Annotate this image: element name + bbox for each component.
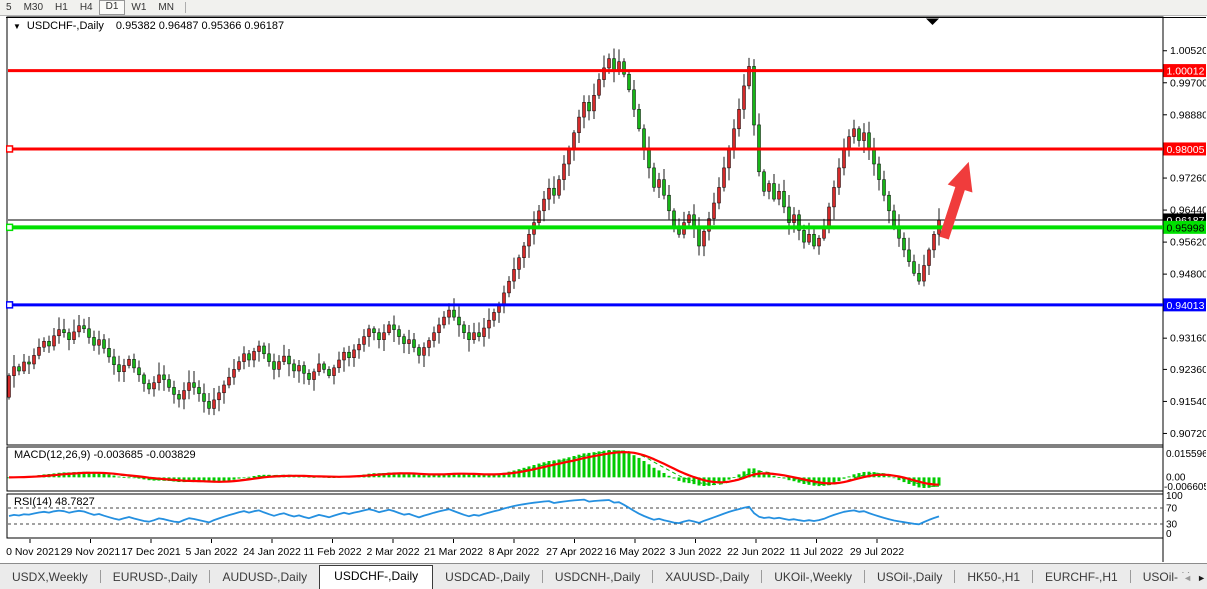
timeframe-button-m30[interactable]: M30: [23, 2, 44, 13]
toolbar-separator: [184, 2, 186, 13]
tab-divider: [209, 570, 211, 583]
price-badge-label: 0.98005: [1167, 144, 1205, 156]
date-axis-label: 29 Jul 2022: [850, 546, 904, 558]
price-axis-label: 0.95620: [1170, 237, 1206, 249]
line-handle-0.95998[interactable]: [6, 223, 14, 232]
price-badge-1.00012: [1163, 64, 1206, 78]
tab-hk50-h1[interactable]: HK50-,H1: [967, 570, 1021, 584]
tab-divider: [864, 570, 866, 583]
tab-divider: [99, 570, 101, 583]
macd-signal-line: [8, 451, 940, 486]
price-badge-0.94013: [1163, 298, 1206, 312]
rsi-axis-label-3: 0: [1166, 529, 1172, 540]
main-pane-border: [6, 16, 1164, 446]
date-axis-label: 22 Jun 2022: [727, 546, 785, 558]
price-axis-label: 0.98880: [1170, 109, 1206, 121]
date-axis-label: 11 Jul 2022: [790, 546, 844, 558]
tab-divider: [652, 570, 654, 583]
price-badge-label: 0.95998: [1167, 222, 1205, 234]
tab-divider: [541, 570, 543, 583]
date-axis-label: 17 Dec 2021: [121, 546, 181, 558]
tab-eurusd-daily[interactable]: EURUSD-,Daily: [112, 570, 198, 584]
macd-axis-min: -0.006605: [1164, 482, 1206, 493]
date-axis-label: 24 Jan 2022: [243, 546, 301, 558]
price-axis-label: 1.00520: [1170, 45, 1206, 57]
date-axis-label: 5 Jan 2022: [186, 546, 238, 558]
timeframe-button-h1[interactable]: H1: [55, 2, 68, 13]
tab-ukoil-weekly[interactable]: UKOil-,Weekly: [774, 570, 853, 584]
timeframe-button-5[interactable]: 5: [6, 2, 12, 13]
rsi-axis-label-1: 70: [1166, 504, 1178, 515]
tab-scroll-left-icon[interactable]: ◄: [1183, 573, 1193, 583]
chart-ohlc-quote: 0.95382 0.96487 0.95366 0.96187: [115, 20, 285, 32]
price-axis-label: 0.92360: [1170, 364, 1206, 376]
tab-usoil-h[interactable]: USOil-,H: [1142, 570, 1191, 584]
chart-title-row: ▼ USDCHF-,Daily 0.95382 0.96487 0.95366 …: [13, 20, 284, 32]
price-axis-label: 0.91540: [1170, 396, 1206, 408]
tab-usdcnh-daily[interactable]: USDCNH-,Daily: [554, 570, 641, 584]
candles: [7, 48, 941, 416]
price-badge-0.98005: [1163, 142, 1206, 156]
tab-divider: [1129, 570, 1131, 583]
collapse-arrow-icon[interactable]: ▼: [13, 21, 21, 31]
tab-usdcad-daily[interactable]: USDCAD-,Daily: [445, 570, 530, 584]
timeframe-button-mn[interactable]: MN: [158, 2, 174, 13]
price-axis-label: 0.93160: [1170, 333, 1206, 345]
price-axis-label: 0.99700: [1170, 77, 1206, 89]
date-axis-label: 27 Apr 2022: [546, 546, 603, 558]
date-axis-label: 8 Apr 2022: [489, 546, 540, 558]
date-axis-label: 16 May 2022: [605, 546, 666, 558]
tab-divider: [761, 570, 763, 583]
tab-divider: [954, 570, 956, 583]
macd-indicator-label: MACD(12,26,9) -0.003685 -0.003829: [14, 449, 196, 461]
symbol-tab-bar: USDX,Weekly EURUSD-,Daily AUDUSD-,Daily USD…: [0, 563, 1207, 589]
trend-arrow-object[interactable]: [932, 158, 981, 242]
chart-shift-marker-icon[interactable]: [926, 18, 939, 26]
timeframe-button-h4[interactable]: H4: [79, 2, 93, 13]
chart-window: 1.00520 0.99700 0.98880 0.97260 0.96440 0.956…: [6, 16, 1206, 563]
tab-usoil-daily[interactable]: USOil-,Daily: [877, 570, 943, 584]
tab-divider: [1032, 570, 1034, 583]
rsi-axis-label-2: 30: [1166, 520, 1178, 531]
rsi-indicator-label: RSI(14) 48.7827: [14, 496, 95, 508]
tab-audusd-daily[interactable]: AUDUSD-,Daily: [222, 570, 308, 584]
timeframe-toolbar: 5 M30 H1 H4 D1 W1 MN: [0, 0, 1207, 16]
rsi-line: [8, 498, 940, 526]
date-axis-label: 10 Nov 2021: [6, 546, 60, 558]
date-axis-label: 3 Jun 2022: [670, 546, 722, 558]
price-badge-label: 1.00012: [1167, 66, 1205, 78]
date-axis-label: 11 Feb 2022: [303, 546, 361, 558]
tab-scroll-right-icon[interactable]: ►: [1197, 573, 1206, 583]
date-axis-label: 2 Mar 2022: [366, 546, 419, 558]
tab-usdx-weekly[interactable]: USDX,Weekly: [12, 570, 88, 584]
macd-axis-max: 0.015596: [1166, 449, 1206, 460]
tab-usdchf-daily[interactable]: USDCHF-,Daily: [319, 565, 434, 589]
tab-eurchf-h1[interactable]: EURCHF-,H1: [1045, 570, 1118, 584]
price-axis-label: 0.90720: [1170, 428, 1206, 440]
date-axis-label: 21 Mar 2022: [424, 546, 483, 558]
price-axis-label: 0.94800: [1170, 269, 1206, 281]
line-handle-0.94013[interactable]: [6, 301, 14, 309]
chart-canvas[interactable]: 1.005200.997000.988800.972600.964400.956…: [6, 16, 1206, 563]
timeframe-button-d1[interactable]: D1: [98, 0, 126, 15]
chart-symbol-label: USDCHF-,Daily: [26, 20, 104, 32]
rsi-axis-label-0: 100: [1166, 491, 1183, 502]
price-badge-0.95998: [1163, 220, 1206, 234]
macd-axis-zero: 0.00: [1166, 472, 1186, 483]
line-handle-0.98005[interactable]: [6, 145, 14, 153]
tab-xauusd-daily[interactable]: XAUUSD-,Daily: [665, 570, 750, 584]
date-axis-label: 29 Nov 2021: [61, 546, 121, 558]
price-badge-label: 0.94013: [1167, 300, 1205, 312]
timeframe-button-w1[interactable]: W1: [131, 2, 147, 13]
price-axis-label: 0.97260: [1170, 173, 1206, 185]
tab-scroll-arrows: ◄ ►: [1179, 573, 1206, 583]
